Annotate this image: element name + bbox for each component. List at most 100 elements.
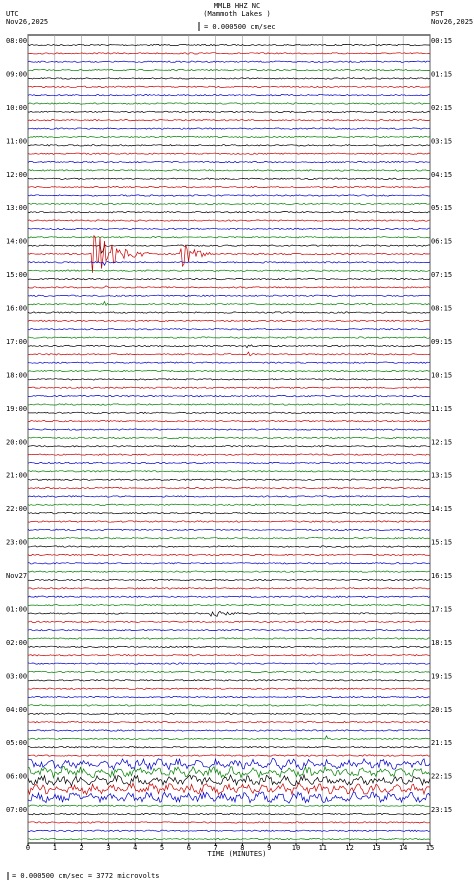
x-axis-label: TIME (MINUTES) (207, 850, 266, 858)
seismic-trace (27, 394, 431, 398)
seismic-trace (27, 351, 431, 357)
x-tick-label: 11 (319, 844, 327, 852)
seismic-trace (27, 234, 431, 273)
seismic-trace (27, 194, 431, 197)
footer: = 0.000500 cm/sec = 3772 microvolts (12, 872, 160, 880)
seismic-trace (27, 495, 431, 498)
seismic-trace (27, 562, 431, 565)
seismic-trace (27, 102, 431, 105)
left-time-label: Nov27 (6, 572, 27, 580)
left-time-label: 10:00 (6, 104, 27, 112)
seismic-trace (27, 43, 431, 47)
left-time-label: 05:00 (6, 739, 27, 747)
seismic-trace (27, 119, 431, 122)
x-tick-label: 4 (133, 844, 137, 852)
left-time-label: 03:00 (6, 672, 27, 680)
right-time-label: 14:15 (431, 505, 452, 513)
seismic-trace (27, 503, 430, 506)
seismic-trace (27, 520, 431, 523)
seismic-trace (27, 603, 431, 607)
x-tick-label: 13 (372, 844, 380, 852)
left-time-label: 06:00 (6, 773, 27, 781)
right-time-label: 07:15 (431, 271, 452, 279)
left-time-label: 17:00 (6, 338, 27, 346)
right-time-label: 08:15 (431, 305, 452, 313)
x-tick-label: 10 (292, 844, 300, 852)
seismic-trace (27, 528, 431, 531)
seismic-trace (27, 829, 431, 832)
left-time-label: 08:00 (6, 37, 27, 45)
seismic-trace (27, 277, 431, 281)
seismic-trace (27, 610, 431, 618)
seismic-trace (27, 285, 431, 289)
left-zone: UTC (6, 10, 19, 18)
seismic-trace (27, 294, 431, 297)
seismic-trace (27, 127, 431, 130)
seismic-trace (27, 645, 431, 649)
x-tick-label: 5 (160, 844, 164, 852)
seismic-trace (27, 570, 431, 573)
x-tick-label: 3 (106, 844, 110, 852)
right-time-label: 10:15 (431, 371, 452, 379)
right-time-label: 04:15 (431, 171, 452, 179)
seismic-trace (27, 403, 431, 406)
seismic-trace (27, 587, 431, 590)
title: MMLB HHZ NC (214, 2, 260, 10)
seismic-trace (27, 470, 431, 473)
x-tick-label: 9 (267, 844, 271, 852)
seismic-trace (27, 712, 431, 716)
left-time-label: 02:00 (6, 639, 27, 647)
right-time-label: 20:15 (431, 706, 452, 714)
seismic-trace (27, 486, 431, 490)
seismic-trace (27, 695, 431, 699)
seismic-trace (27, 654, 431, 657)
seismic-trace (28, 68, 431, 72)
seismic-trace (27, 782, 431, 796)
seismic-trace (27, 734, 431, 740)
seismic-trace (27, 812, 431, 816)
left-time-label: 20:00 (6, 438, 27, 446)
seismic-trace (27, 511, 431, 515)
seismic-trace (27, 110, 431, 114)
seismic-trace (27, 629, 431, 632)
x-tick-label: 7 (213, 844, 217, 852)
x-tick-label: 12 (345, 844, 353, 852)
left-time-label: 16:00 (6, 305, 27, 313)
seismic-trace (27, 160, 431, 164)
seismic-trace (27, 227, 430, 231)
right-time-label: 03:15 (431, 137, 452, 145)
right-time-label: 02:15 (431, 104, 452, 112)
right-date: Nov26,2025 (431, 18, 473, 26)
seismic-trace (27, 545, 431, 548)
seismic-trace (27, 411, 431, 415)
seismic-trace (27, 436, 431, 440)
seismic-trace (27, 670, 431, 674)
left-time-label: 14:00 (6, 238, 27, 246)
seismic-trace (27, 720, 430, 724)
right-time-label: 19:15 (431, 672, 452, 680)
left-date: Nov26,2025 (6, 18, 48, 26)
right-time-label: 12:15 (431, 438, 452, 446)
x-tick-label: 6 (187, 844, 191, 852)
seismic-trace (28, 135, 431, 139)
seismic-trace (27, 445, 431, 448)
seismic-trace (27, 328, 431, 331)
seismic-trace (27, 637, 431, 640)
seismic-trace (27, 821, 431, 824)
left-time-label: 19:00 (6, 405, 27, 413)
seismic-trace (27, 211, 431, 214)
right-zone: PST (431, 10, 444, 18)
seismic-trace (27, 169, 431, 172)
seismic-trace (27, 300, 431, 307)
seismic-trace (28, 679, 431, 682)
seismic-trace (27, 219, 431, 222)
left-time-label: 22:00 (6, 505, 27, 513)
seismic-trace (27, 578, 431, 582)
right-time-label: 21:15 (431, 739, 452, 747)
left-time-label: 13:00 (6, 204, 27, 212)
subtitle: (Mammoth Lakes ) (203, 10, 270, 18)
seismic-trace (27, 729, 431, 732)
seismic-trace (28, 687, 431, 690)
left-time-label: 18:00 (6, 371, 27, 379)
